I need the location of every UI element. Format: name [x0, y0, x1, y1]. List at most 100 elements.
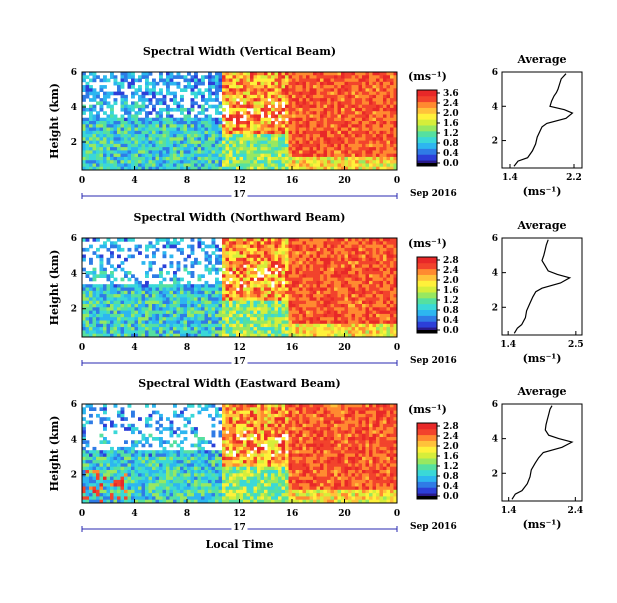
heatmap-cell [247, 314, 251, 318]
heatmap-cell [380, 101, 384, 105]
heatmap-cell [82, 490, 86, 494]
heatmap-cell [313, 291, 317, 295]
heatmap-cell [138, 134, 142, 138]
heatmap-cell [324, 258, 328, 262]
heatmap-cell [362, 150, 366, 154]
heatmap-cell [317, 79, 321, 83]
heatmap-cell [289, 304, 293, 308]
heatmap-cell [338, 121, 342, 125]
heatmap-cell [331, 95, 335, 99]
heatmap-cell [376, 163, 380, 167]
heatmap-cell [152, 327, 156, 331]
heatmap-cell [240, 108, 244, 112]
heatmap-cell [387, 85, 391, 89]
heatmap-cell [247, 141, 251, 145]
heatmap-cell [313, 105, 317, 109]
heatmap-cell [226, 88, 230, 92]
heatmap-cell [345, 88, 349, 92]
heatmap-cell [191, 284, 195, 288]
heatmap-cell [86, 450, 90, 454]
heatmap-cell [121, 92, 125, 96]
heatmap-cell [338, 144, 342, 148]
heatmap-cell [180, 88, 184, 92]
heatmap-cell [303, 85, 307, 89]
heatmap-cell [138, 157, 142, 161]
heatmap-cell [156, 317, 160, 321]
heatmap-cell [313, 144, 317, 148]
heatmap-cell [324, 160, 328, 164]
heatmap-cell [303, 294, 307, 298]
heatmap-cell [289, 255, 293, 259]
heatmap-cell [215, 317, 219, 321]
heatmap-cell [383, 79, 387, 83]
heatmap-cell [359, 304, 363, 308]
heatmap-cell [121, 114, 125, 118]
heatmap-cell [142, 317, 146, 321]
heatmap-cell [292, 317, 296, 321]
heatmap-cell [387, 314, 391, 318]
heatmap-cell [82, 437, 86, 441]
heatmap-cell [180, 111, 184, 115]
heatmap-cell [355, 274, 359, 278]
heatmap-cell [268, 121, 272, 125]
heatmap-cell [299, 72, 303, 76]
heatmap-cell [366, 241, 370, 245]
heatmap-cell [376, 157, 380, 161]
heatmap-cell [198, 304, 202, 308]
heatmap-cell [194, 288, 198, 292]
heatmap-cell [313, 304, 317, 308]
heatmap-cell [345, 72, 349, 76]
heatmap-cell [348, 72, 352, 76]
heatmap-cell [376, 304, 380, 308]
heatmap-cell [180, 98, 184, 102]
heatmap-cell [362, 160, 366, 164]
heatmap-cell [348, 271, 352, 275]
heatmap-cell [296, 258, 300, 262]
heatmap-cell [296, 264, 300, 268]
heatmap-cell [331, 274, 335, 278]
heatmap-cell [324, 251, 328, 255]
heatmap-cell [296, 157, 300, 161]
heatmap-cell [198, 82, 202, 86]
heatmap-cell [275, 82, 279, 86]
x-tick-label: 8 [184, 343, 190, 353]
heatmap-cell [128, 72, 132, 76]
heatmap-cell [268, 141, 272, 145]
heatmap-cell [257, 121, 261, 125]
heatmap-cell [89, 144, 93, 148]
heatmap-cell [282, 311, 286, 315]
heatmap-cell [261, 147, 265, 151]
heatmap-cell [152, 284, 156, 288]
heatmap-cell [324, 241, 328, 245]
heatmap-cell [313, 114, 317, 118]
heatmap-cell [317, 251, 321, 255]
heatmap-cell [233, 245, 237, 249]
heatmap-cell [334, 281, 338, 285]
heatmap-cell [89, 137, 93, 141]
heatmap-cell [236, 72, 240, 76]
heatmap-cell [142, 297, 146, 301]
heatmap-cell [110, 121, 114, 125]
heatmap-cell [362, 118, 366, 122]
heatmap-cell [254, 75, 258, 79]
heatmap-cell [114, 324, 118, 328]
heatmap-cell [376, 268, 380, 272]
heatmap-cell [215, 82, 219, 86]
heatmap-cell [369, 297, 373, 301]
heatmap-cell [86, 248, 90, 252]
heatmap-cell [135, 245, 139, 249]
heatmap-cell [271, 144, 275, 148]
heatmap-cell [226, 82, 230, 86]
heatmap-cell [359, 82, 363, 86]
heatmap-cell [376, 95, 380, 99]
heatmap-cell [313, 101, 317, 105]
heatmap-cell [327, 128, 331, 132]
heatmap-cell [163, 163, 167, 167]
heatmap-cell [219, 121, 223, 125]
heatmap-cell [247, 154, 251, 158]
heatmap-cell [250, 324, 254, 328]
heatmap-cell [292, 101, 296, 105]
heatmap-cell [243, 304, 247, 308]
heatmap-cell [310, 307, 314, 311]
heatmap-cell [387, 79, 391, 83]
